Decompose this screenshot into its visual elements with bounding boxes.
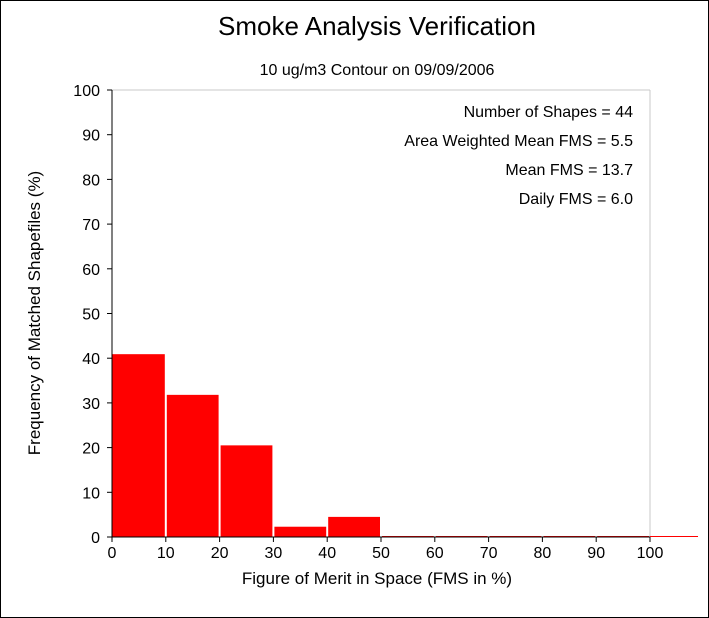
bar-30 bbox=[274, 526, 327, 537]
stats-annotations: Number of Shapes = 44 Area Weighted Mean … bbox=[404, 104, 633, 208]
bars-group bbox=[112, 354, 698, 537]
x-axis-label: Figure of Merit in Space (FMS in %) bbox=[242, 569, 512, 588]
y-tick-label-20: 20 bbox=[82, 441, 100, 458]
bar-20 bbox=[220, 445, 273, 537]
y-tick-label-40: 40 bbox=[82, 351, 100, 368]
annotation-2: Area Weighted Mean FMS = 5.5 bbox=[404, 133, 633, 150]
chart-subtitle: 10 ug/m3 Contour on 09/09/2006 bbox=[260, 62, 495, 79]
y-ticks: 0 10 20 30 40 50 60 70 80 90 100 bbox=[73, 83, 112, 547]
bar-0 bbox=[112, 354, 165, 537]
x-tick-label-50: 50 bbox=[372, 545, 390, 562]
y-tick-label-100: 100 bbox=[73, 83, 100, 100]
x-tick-label-70: 70 bbox=[480, 545, 498, 562]
bar-10 bbox=[166, 394, 219, 537]
bar-40 bbox=[328, 516, 380, 537]
y-tick-label-70: 70 bbox=[82, 217, 100, 234]
x-tick-label-40: 40 bbox=[318, 545, 336, 562]
x-tick-label-90: 90 bbox=[587, 545, 605, 562]
x-tick-label-80: 80 bbox=[534, 545, 552, 562]
x-tick-label-30: 30 bbox=[265, 545, 283, 562]
x-tick-label-0: 0 bbox=[108, 545, 117, 562]
annotation-4: Daily FMS = 6.0 bbox=[519, 191, 633, 208]
y-tick-label-30: 30 bbox=[82, 396, 100, 413]
plot-area bbox=[112, 89, 651, 537]
y-tick-label-90: 90 bbox=[82, 128, 100, 145]
y-axis-label: Frequency of Matched Shapefiles (%) bbox=[25, 171, 44, 455]
y-tick-label-50: 50 bbox=[82, 307, 100, 324]
y-tick-label-0: 0 bbox=[91, 530, 100, 547]
chart-title: Smoke Analysis Verification bbox=[218, 11, 536, 41]
annotation-1: Number of Shapes = 44 bbox=[464, 104, 634, 121]
x-tick-label-20: 20 bbox=[211, 545, 229, 562]
y-tick-label-60: 60 bbox=[82, 262, 100, 279]
y-tick-label-10: 10 bbox=[82, 485, 100, 502]
x-ticks: 0 10 20 30 40 50 60 70 80 90 100 bbox=[108, 537, 664, 562]
annotation-3: Mean FMS = 13.7 bbox=[505, 162, 633, 179]
x-tick-label-10: 10 bbox=[157, 545, 175, 562]
x-tick-label-60: 60 bbox=[426, 545, 444, 562]
y-tick-label-80: 80 bbox=[82, 172, 100, 189]
x-tick-label-100: 100 bbox=[637, 545, 664, 562]
